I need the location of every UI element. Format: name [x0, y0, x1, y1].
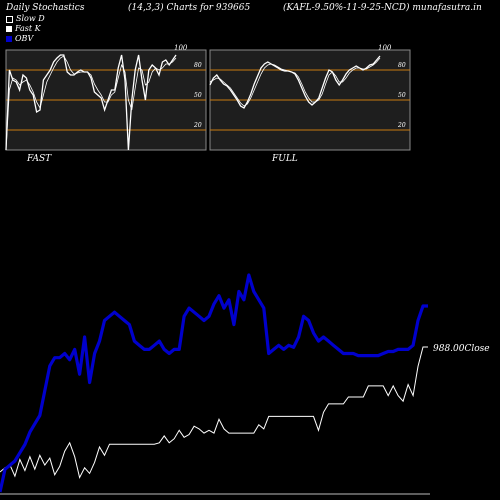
legend-slow-d: Slow D	[6, 14, 45, 23]
level-label-100: 100	[174, 44, 188, 52]
level-label-100: 100	[378, 44, 392, 52]
obv-swatch	[6, 36, 12, 42]
obv-line	[0, 273, 428, 493]
level-label-80: 80	[398, 62, 406, 69]
chart-params: (14,3,3) Charts for 939665	[128, 3, 251, 13]
chart-title: Daily Stochastics	[6, 3, 85, 13]
fast-k-swatch	[6, 26, 12, 32]
level-label-20: 20	[397, 122, 406, 129]
close-price-line	[0, 346, 428, 480]
slow-d-line	[209, 57, 381, 107]
chart-symbol: (KAFL-9.50%-11-9-25-NCD) munafasutra.in	[283, 3, 482, 13]
price-obv-chart: 988.00Close	[0, 273, 490, 495]
panel-label-full: FULL	[271, 154, 298, 164]
legend-fast-k: Fast K	[6, 24, 41, 33]
legend-slow-d-label: Slow D	[16, 14, 45, 23]
legend-fast-k-label: Fast K	[15, 24, 41, 33]
stoch-panel-full: 100 80 50 20 FULL	[209, 44, 411, 164]
legend-obv: OBV	[6, 34, 33, 43]
fast-k-line	[5, 54, 177, 151]
level-label-80: 80	[194, 62, 202, 69]
panel-label-fast: FAST	[26, 154, 52, 164]
close-label: 988.00Close	[433, 344, 490, 354]
slow-d-swatch	[6, 15, 13, 23]
slow-d-line	[5, 55, 177, 151]
level-label-50: 50	[194, 92, 202, 99]
level-label-50: 50	[398, 92, 406, 99]
legend-obv-label: OBV	[15, 34, 34, 43]
level-label-20: 20	[193, 122, 202, 129]
stoch-panel-fast: 100 80 50 20 FAST	[5, 44, 207, 164]
fast-k-line	[209, 55, 381, 109]
